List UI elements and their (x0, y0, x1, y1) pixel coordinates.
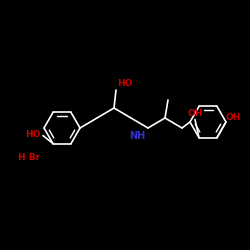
Text: NH: NH (130, 131, 146, 141)
Text: HO: HO (26, 130, 41, 139)
Text: OH: OH (226, 112, 242, 122)
Text: H Br: H Br (18, 154, 40, 162)
Text: HO: HO (117, 79, 132, 88)
Text: OH: OH (187, 108, 203, 118)
